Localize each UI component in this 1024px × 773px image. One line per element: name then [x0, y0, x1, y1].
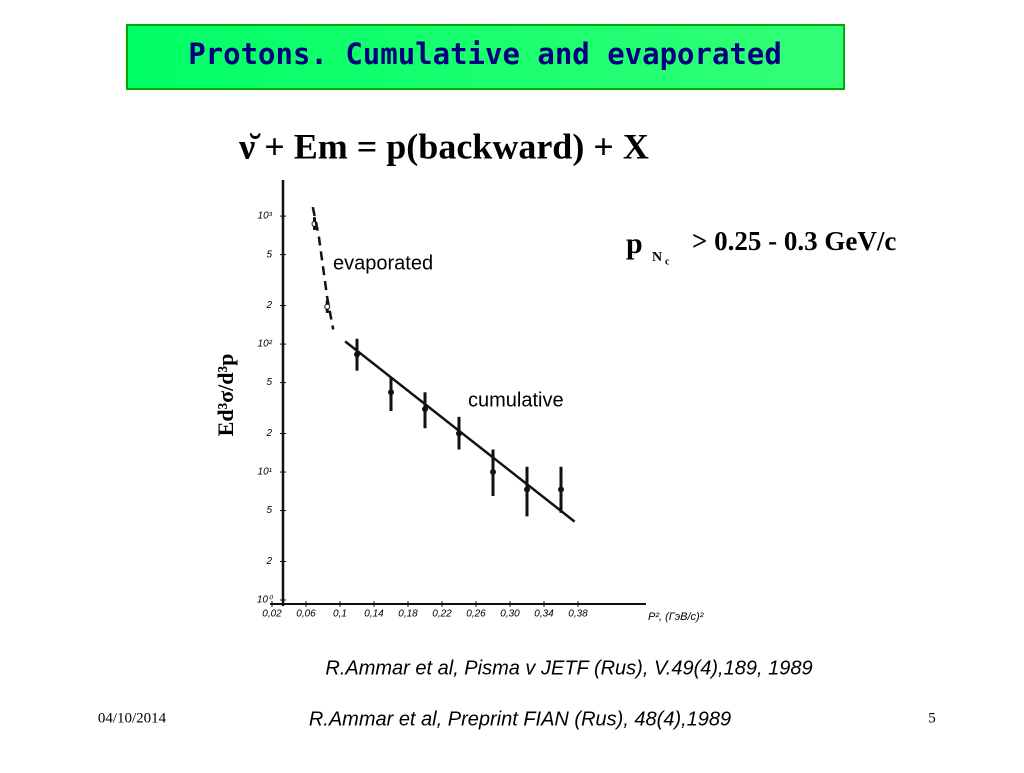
- threshold-sub: N: [652, 250, 662, 265]
- y-tick-label: 10⁰: [257, 595, 274, 606]
- series-label: cumulative: [468, 389, 564, 411]
- curve: [311, 206, 335, 330]
- x-tick-label: 0,34: [534, 609, 554, 620]
- y-tick-label: 5: [266, 249, 272, 260]
- x-tick-label: 0,30: [500, 609, 520, 620]
- point: [558, 486, 564, 493]
- point: [524, 486, 530, 493]
- x-tick-label: 0,1: [333, 609, 347, 620]
- page-number: 5: [928, 710, 936, 726]
- point: [422, 406, 428, 413]
- title: Protons. Cumulative and evaporated: [188, 37, 782, 71]
- threshold-condition: > 0.25 - 0.3 GeV/c: [692, 226, 896, 256]
- reaction: ν̆ + Em = p(backward) + X: [238, 126, 649, 166]
- x-axis-label: P², (ГэВ/с)²: [648, 611, 704, 623]
- threshold-symbol: p: [626, 227, 643, 260]
- y-tick-label: 2: [265, 556, 272, 567]
- x-tick-label: 0,26: [466, 609, 486, 620]
- y-axis-label: Ed³σ/d³p: [213, 354, 238, 437]
- reference: R.Ammar et al, Preprint FIAN (Rus), 48(4…: [309, 708, 731, 730]
- reference: R.Ammar et al, Pisma v JETF (Rus), V.49(…: [325, 657, 812, 679]
- y-tick-label: 10³: [258, 211, 273, 222]
- x-tick-label: 0,06: [296, 609, 316, 620]
- y-tick-label: 2: [265, 428, 272, 439]
- y-tick-label: 5: [266, 505, 272, 516]
- date: 04/10/2014: [98, 710, 167, 726]
- x-tick-label: 0,22: [432, 609, 452, 620]
- x-tick-label: 0,38: [568, 609, 588, 620]
- y-tick-label: 10¹: [258, 467, 273, 478]
- y-tick-label: 5: [266, 377, 272, 388]
- y-tick-label: 10²: [258, 339, 273, 350]
- title-box: [126, 24, 845, 90]
- curve: [344, 340, 576, 523]
- x-tick-label: 0,18: [398, 609, 418, 620]
- y-tick-label: 2: [265, 300, 272, 311]
- series-label: evaporated: [333, 252, 433, 274]
- point: [388, 389, 394, 396]
- point: [490, 469, 496, 476]
- x-tick-label: 0,14: [364, 609, 384, 620]
- threshold-subsub: c: [665, 256, 670, 267]
- point: [324, 303, 331, 310]
- x-tick-label: 0,02: [262, 609, 282, 620]
